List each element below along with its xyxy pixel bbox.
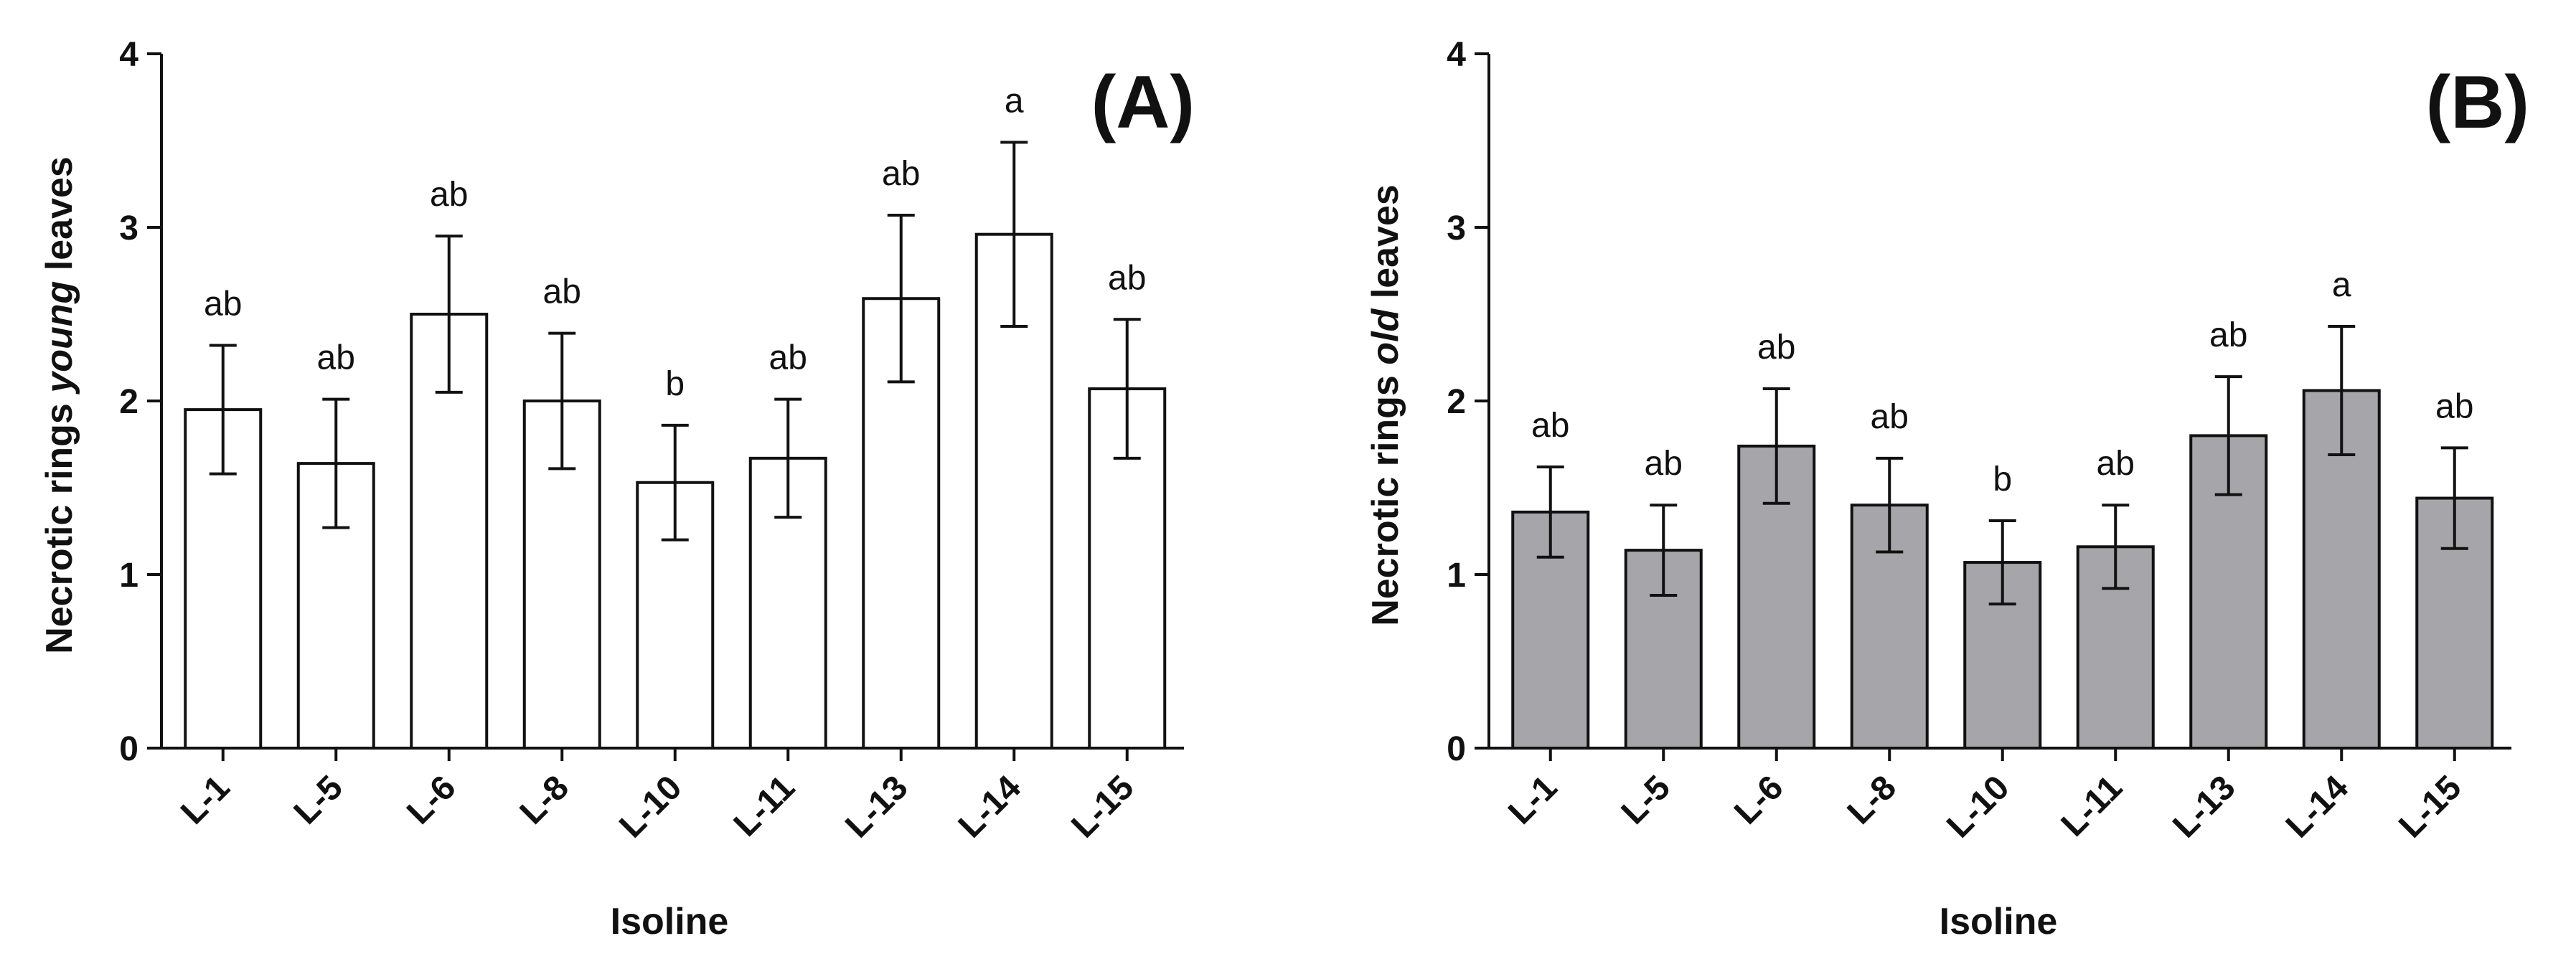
panel-b-significance-label: ab <box>2209 316 2247 354</box>
panel-b-x-tick-label: L-11 <box>2054 768 2130 844</box>
panel-a-significance-label: ab <box>204 285 242 323</box>
panel-a-error-bar-l-13 <box>887 214 915 384</box>
panel-a-error-bar-l-15 <box>1113 318 1141 460</box>
panel-a-x-tick-label: L-1 <box>174 768 237 831</box>
panel-a-y-tick-label: 1 <box>119 557 138 595</box>
panel-a-x-tick-label: L-13 <box>838 768 915 845</box>
panel-b-x-tick-label: L-15 <box>2392 768 2468 845</box>
panel-b-label: (B) <box>2426 61 2529 144</box>
panel-a-x-tick-label: L-6 <box>400 768 463 831</box>
panel-a-y-tick-label: 4 <box>119 36 138 74</box>
panel-a-error-bar-l-8 <box>548 331 576 471</box>
panel-a-error-bar-l-1 <box>209 344 237 476</box>
panel-b-significance-label: ab <box>1757 329 1795 367</box>
panel-b-y-title-part: Necrotic rings <box>1365 365 1406 626</box>
panel-b-x-tick-label: L-14 <box>2279 768 2356 845</box>
panel-a-error-bar-l-5 <box>322 397 350 529</box>
panel-a-y-title-part: leaves <box>39 156 80 281</box>
panel-b-significance-label: ab <box>2097 445 2135 483</box>
panel-b-y-tick-label: 3 <box>1447 209 1466 247</box>
panel-a-significance-label: ab <box>430 176 468 214</box>
panel-a-significance-label: ab <box>543 273 581 311</box>
panel-a-y-title-part: Necrotic rings <box>39 393 80 654</box>
panel-b-chart: Necrotic rings old leaves Isoline (B) 0 1… <box>1365 36 2529 942</box>
panel-b-y-title-italic: old <box>1365 308 1406 364</box>
panel-b-x-tick-label: L-8 <box>1841 768 1904 831</box>
panel-b-error-bar-l-6 <box>1762 387 1790 505</box>
panel-a-significance-label: ab <box>882 155 920 193</box>
panel-a-x-tick-label: L-14 <box>951 768 1028 845</box>
panel-a-significance-label: b <box>665 365 685 403</box>
panel-a-error-bar-l-11 <box>774 397 802 519</box>
panel-b-error-bar-l-15 <box>2440 446 2468 550</box>
panel-b-y-title-part: leaves <box>1365 184 1406 309</box>
panel-b-error-bar-l-1 <box>1536 465 1564 559</box>
panel-b-x-tick-label: L-13 <box>2166 768 2242 845</box>
panel-a-significance-label: ab <box>769 339 807 377</box>
panel-b-y-axis-title: Necrotic rings old leaves <box>1365 184 1406 626</box>
panel-a-x-tick-label: L-8 <box>513 768 576 831</box>
panel-a-y-tick-label: 0 <box>119 730 138 768</box>
panel-b-y-tick-label: 2 <box>1447 383 1466 421</box>
panel-b-y-tick-label: 0 <box>1447 730 1466 768</box>
panel-a-error-bar-l-10 <box>661 423 689 542</box>
panel-a-significance-label: ab <box>1108 259 1146 297</box>
panel-b-significance-label: ab <box>1871 398 1909 436</box>
panel-b-x-axis-title: Isoline <box>1940 901 2058 942</box>
panel-a-chart: Necrotic rings young leaves Isoline (A) … <box>39 36 1195 942</box>
panel-a-significance-label: ab <box>317 339 355 377</box>
panel-a-error-bar-l-14 <box>1000 141 1028 328</box>
panel-b-error-bar-l-13 <box>2214 375 2242 496</box>
panel-a-y-tick-label: 2 <box>119 383 138 421</box>
panel-b-y-tick-label: 1 <box>1447 557 1466 595</box>
panel-a-y-tick-label: 3 <box>119 209 138 247</box>
panel-b-significance-label: ab <box>1531 407 1569 445</box>
panel-b-x-tick-label: L-5 <box>1614 768 1678 831</box>
panel-b-x-tick-label: L-10 <box>1940 768 2016 845</box>
panel-b-significance-label: a <box>2332 266 2351 304</box>
panel-a-x-tick-label: L-11 <box>727 768 802 844</box>
panel-b-significance-label: ab <box>1645 445 1683 483</box>
panel-a-x-tick-label: L-15 <box>1064 768 1141 845</box>
panel-b-error-bar-l-10 <box>1988 519 2016 606</box>
panel-b-x-tick-label: L-6 <box>1727 768 1790 831</box>
panel-b-error-bar-l-8 <box>1876 456 1904 554</box>
panel-b-significance-label: b <box>1993 460 2012 498</box>
panel-a-y-title-italic: young <box>39 281 80 395</box>
panel-a-error-bar-l-6 <box>435 235 463 394</box>
panel-a-x-tick-label: L-10 <box>612 768 689 845</box>
panel-b-y-tick-label: 4 <box>1447 36 1466 74</box>
panel-b-error-bar-l-14 <box>2328 324 2356 457</box>
panel-a-label: (A) <box>1091 61 1195 144</box>
panel-b-error-bar-l-5 <box>1650 504 1678 597</box>
panel-a-x-axis-title: Isoline <box>611 901 729 942</box>
panel-a-y-axis-title: Necrotic rings young leaves <box>39 156 80 654</box>
panel-b-significance-label: ab <box>2435 387 2473 425</box>
panel-b-error-bar-l-11 <box>2102 504 2130 590</box>
panel-b-x-tick-label: L-1 <box>1501 768 1564 831</box>
panel-a-significance-label: a <box>1005 82 1024 120</box>
panel-a-x-tick-label: L-5 <box>287 768 350 831</box>
